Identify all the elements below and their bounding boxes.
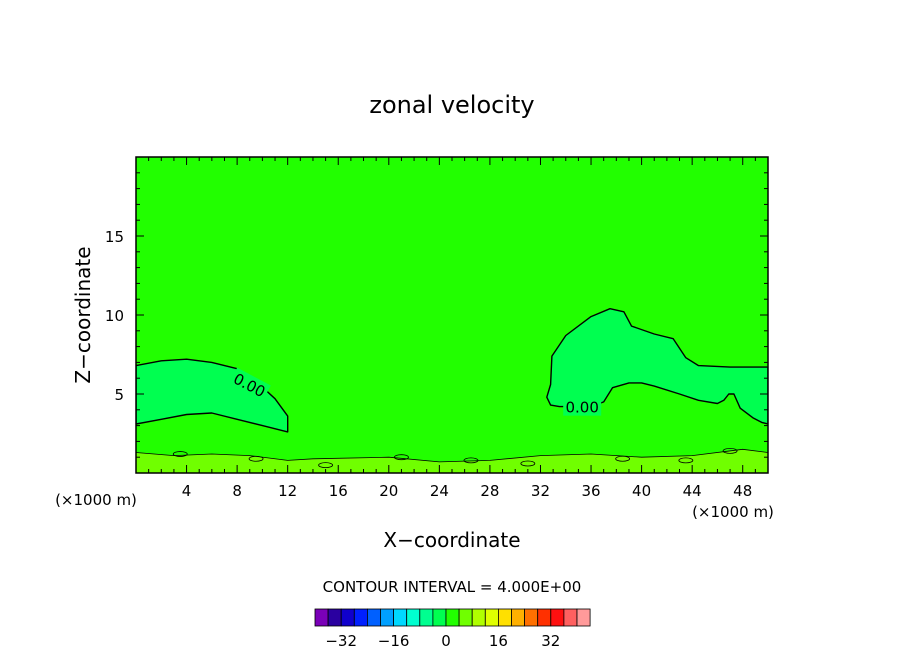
colorbar-tick-label: −32 [325,632,357,650]
colorbar-tick-label: 32 [541,632,560,650]
x-tick-label: 40 [632,482,651,500]
colorbar-swatch [524,608,539,627]
minor-contour [248,455,264,462]
minor-contour [172,451,188,457]
y-axis-unit: (×1000 m) [55,491,137,509]
x-tick-label: 28 [480,482,499,500]
minor-contour [615,455,631,462]
x-tick-label: 20 [379,482,398,500]
colorbar-swatch [393,608,408,627]
contour-label-bg [563,397,602,416]
colorbar-swatch [484,608,499,627]
minor-contour [722,447,738,454]
y-axis-label: Z−coordinate [71,246,95,383]
minor-contour [678,457,694,464]
colorbar: −32 −16 0 16 32 [314,608,591,650]
colorbar-swatch [537,608,552,627]
x-tick-label: 16 [329,482,348,500]
colorbar-swatch [511,608,526,627]
colorbar-swatch [314,608,329,627]
x-axis-label: X−coordinate [383,528,520,552]
plot-background [136,157,768,473]
colorbar-tick-label: 0 [441,632,451,650]
minor-contour [394,454,409,461]
x-tick-label: 32 [531,482,550,500]
colorbar-swatch [550,608,565,627]
colorbar-swatch [419,608,434,627]
x-tick-label: 44 [683,482,702,500]
x-tick-label: 48 [733,482,752,500]
contour-label: 0.00 [565,399,598,417]
minor-contour [520,460,536,467]
y-tick-label: 5 [114,386,124,404]
colorbar-swatch [576,608,591,627]
contour-interval-text: CONTOUR INTERVAL = 4.000E+00 [323,578,582,596]
colorbar-swatch [471,608,486,627]
colorbar-swatch [366,608,381,627]
near-surface-positive-band [136,448,768,473]
colorbar-swatch [497,608,512,627]
x-axis-unit: (×1000 m) [692,503,774,521]
x-tick-label: 4 [182,482,192,500]
minor-contour [318,462,334,469]
colorbar-tick-label: 16 [489,632,508,650]
colorbar-swatch [406,608,421,627]
y-tick-label: 15 [105,228,124,246]
colorbar-swatch [327,608,342,627]
colorbar-swatch [445,608,460,627]
x-tick-label: 24 [430,482,449,500]
colorbar-swatch [380,608,395,627]
chart-title: zonal velocity [369,91,534,119]
colorbar-swatch [353,608,368,627]
x-tick-label: 12 [278,482,297,500]
colorbar-swatch [340,608,355,627]
colorbar-swatch [432,608,447,627]
minor-contour [463,457,479,464]
x-tick-label: 36 [581,482,600,500]
colorbar-swatch [458,608,473,627]
colorbar-tick-label: −16 [378,632,410,650]
colorbar-swatch [563,608,578,627]
x-tick-label: 8 [232,482,242,500]
y-tick-label: 10 [105,307,124,325]
contour-label-bg [228,367,271,402]
